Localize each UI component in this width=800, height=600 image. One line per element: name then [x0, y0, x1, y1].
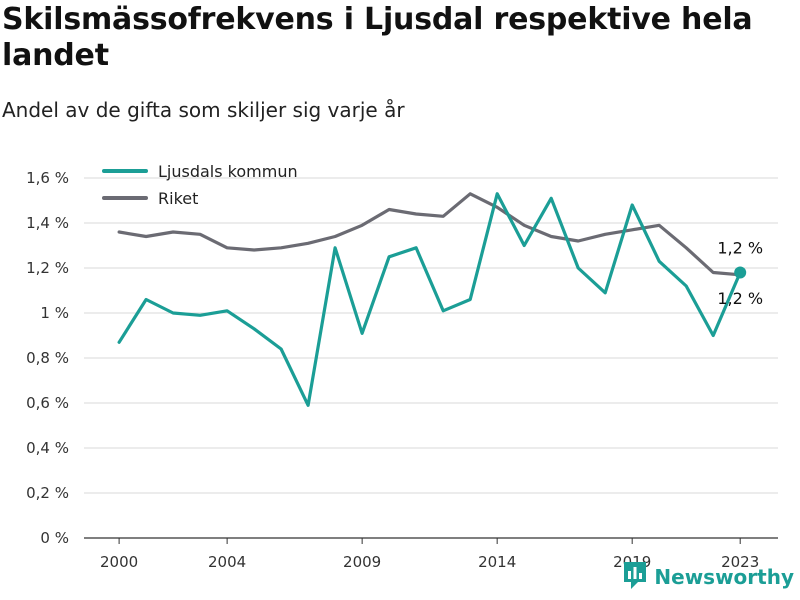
y-tick-label: 0,6 % [26, 394, 69, 412]
brand-name: Newsworthy [654, 565, 794, 589]
series-end-marker [734, 266, 747, 279]
legend-label: Riket [158, 189, 198, 208]
y-tick-label: 0,8 % [26, 349, 69, 367]
y-tick-label: 0 % [40, 529, 69, 547]
y-tick-label: 1,4 % [26, 214, 69, 232]
series-end-label: 1,2 % [717, 239, 763, 258]
y-tick-label: 1,6 % [26, 169, 69, 187]
newsworthy-logo-icon [622, 560, 648, 594]
series-end-label: 1,2 % [717, 289, 763, 308]
y-tick-label: 0,2 % [26, 484, 69, 502]
series-line-1 [117, 192, 742, 277]
legend-label: Ljusdals kommun [158, 162, 298, 181]
chart-title: Skilsmässofrekvens i Ljusdal respektive … [2, 2, 753, 73]
x-tick-label: 2023 [721, 553, 759, 571]
y-tick-label: 0,4 % [26, 439, 69, 457]
brand-logo: Newsworthy [622, 560, 794, 594]
x-tick-label: 2014 [478, 553, 516, 571]
chart-subtitle: Andel av de gifta som skiljer sig varje … [2, 98, 405, 122]
series-line-0 [117, 192, 742, 407]
y-tick-label: 1,2 % [26, 259, 69, 277]
x-tick-label: 2004 [208, 553, 246, 571]
y-tick-label: 1 % [40, 304, 69, 322]
x-tick-label: 2009 [343, 553, 381, 571]
x-tick-label: 2000 [100, 553, 138, 571]
